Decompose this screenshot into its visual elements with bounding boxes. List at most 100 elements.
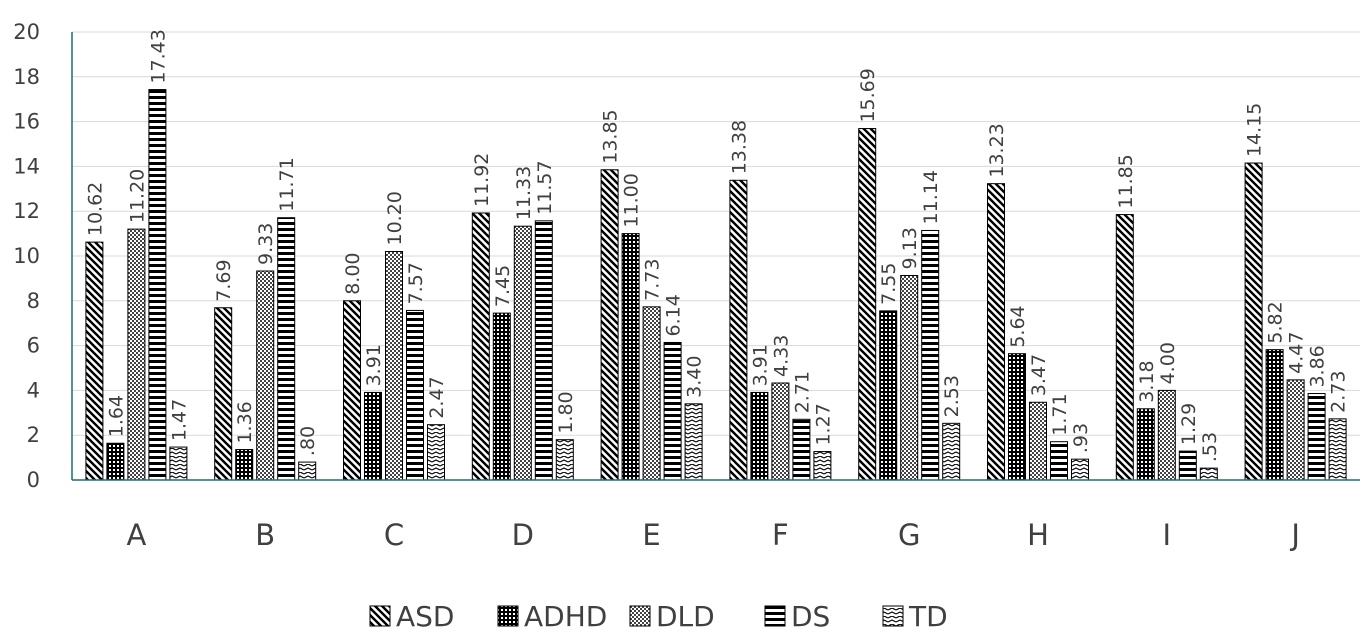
x-tick-label: I [1163,518,1172,552]
legend-item-ds: DS [764,600,830,633]
bar-dld-b [256,270,275,481]
bar-td-h [1071,458,1089,481]
bar-ds-e [663,341,682,481]
data-label: 6.14 [663,294,685,336]
data-label: 7.57 [405,262,427,304]
bar-dld-e [642,306,661,481]
bar-ds-c [406,309,424,481]
bar-dld-h [1029,401,1047,481]
data-label: 11.57 [534,160,556,214]
legend: ASD ADHD DLD DS TD [369,600,948,633]
y-tick-label: 4 [27,378,40,402]
bar-asd-d [471,212,490,481]
bar-ds-i [1178,450,1197,481]
bar-asd-j [1244,162,1263,481]
bar-adhd-d [492,312,511,481]
bar-adhd-h [1008,353,1026,481]
bar-dld-c [385,251,403,481]
x-tick-label: G [898,518,920,552]
legend-label: DLD [656,600,715,633]
data-label: 4.00 [1157,342,1179,384]
bar-adhd-f [750,391,769,481]
data-label: 2.73 [1328,371,1350,413]
bar-td-j [1328,418,1347,481]
bar-ds-a [148,89,167,481]
data-label: 17.43 [147,29,169,83]
data-label: 14.15 [1244,103,1266,157]
bars [85,89,1347,481]
bar-ds-b [277,217,296,481]
legend-label: DS [791,600,830,633]
bar-asd-i [1115,214,1134,481]
legend-item-asd: ASD [369,600,455,633]
legend-swatch [764,605,786,627]
x-tick-label: F [772,518,789,552]
data-label: 1.36 [234,401,256,443]
data-label: 11.92 [471,153,493,207]
bar-dld-a [127,228,146,481]
legend-swatch [629,605,651,627]
y-tick-label: 0 [27,468,40,492]
data-label: 2.47 [426,376,448,418]
data-label: 11.00 [621,173,643,227]
bar-dld-f [771,382,790,481]
legend-swatch [369,605,391,627]
data-label: 13.85 [600,109,622,163]
data-label: 1.47 [168,399,190,441]
data-label: 5.64 [1007,305,1029,347]
bar-td-a [169,446,188,481]
x-tick-label: B [255,518,275,552]
bar-ds-d [534,220,553,481]
bar-dld-i [1157,389,1176,481]
data-label: 1.64 [105,395,127,437]
legend-item-td: TD [882,600,948,633]
legend-item-adhd: ADHD [497,600,607,633]
x-tick-label: A [126,518,146,552]
data-label: 15.69 [857,68,879,122]
data-label: 13.23 [986,123,1008,177]
data-label: .93 [1070,423,1092,453]
data-label: 9.13 [899,227,921,269]
data-label: 1.80 [555,391,577,433]
bar-adhd-c [364,391,382,481]
data-label: 9.33 [255,223,277,265]
bar-ds-j [1307,393,1326,481]
data-label: 11.14 [920,170,942,224]
data-label: 8.00 [342,252,364,294]
y-tick-label: 2 [27,423,40,447]
bar-td-i [1199,467,1218,481]
data-label: 4.47 [1286,332,1308,374]
data-label: 3.91 [749,344,771,386]
bar-td-b [298,461,317,481]
data-label: .80 [297,426,319,456]
data-label: 3.47 [1028,354,1050,396]
bar-td-c [427,424,445,481]
bar-td-f [813,451,832,481]
data-label: 7.73 [642,259,664,301]
y-tick-label: 8 [27,289,40,313]
data-label: 11.20 [126,169,148,223]
data-label: 10.20 [384,191,406,245]
bar-asd-g [858,128,877,481]
bar-asd-b [214,307,233,481]
legend-swatch [497,605,519,627]
data-label: 3.40 [684,356,706,398]
x-tick-label: D [512,518,534,552]
bar-ds-h [1050,441,1068,481]
data-label: 11.85 [1115,154,1137,208]
y-tick-label: 14 [13,154,40,178]
bar-adhd-e [621,233,640,481]
bar-td-e [684,403,703,481]
legend-item-dld: DLD [629,600,715,633]
bar-ds-g [921,229,940,481]
data-label: 7.45 [492,265,514,307]
data-label: 7.55 [878,263,900,305]
data-label: 1.27 [812,403,834,445]
bar-ds-f [792,418,811,481]
bar-adhd-i [1136,408,1155,481]
bar-asd-f [729,179,748,481]
data-label: 3.91 [363,344,385,386]
bar-dld-d [513,225,532,481]
